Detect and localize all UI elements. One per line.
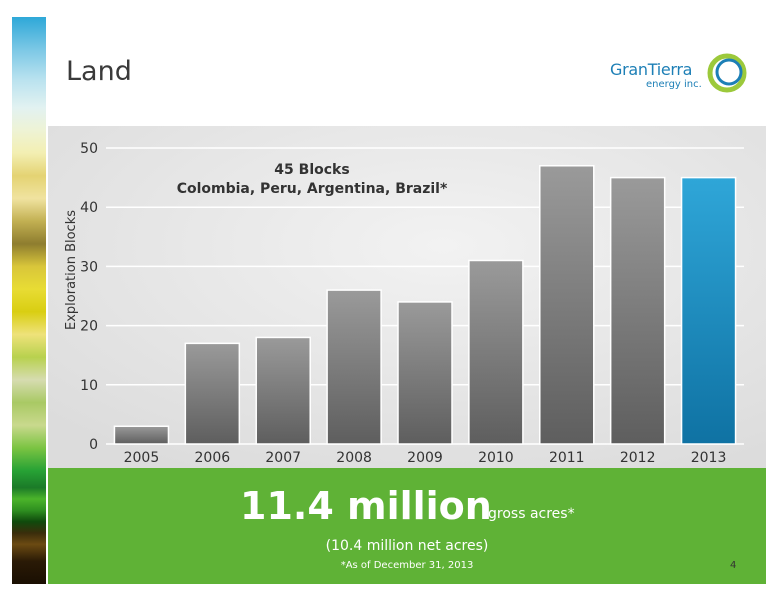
acreage-banner: 11.4 million gross acres* (10.4 million … — [48, 468, 766, 584]
x-tick-label: 2011 — [549, 450, 585, 466]
y-axis-label: Exploration Blocks — [64, 210, 79, 330]
logo-subtitle: energy inc. — [646, 79, 702, 90]
x-tick-label: 2012 — [620, 450, 656, 466]
bar-2008 — [326, 289, 382, 445]
x-tick-label: 2006 — [195, 450, 231, 466]
gross-acres-value: 11.4 million — [240, 484, 492, 528]
x-tick-label: 2007 — [265, 450, 301, 466]
company-logo: GranTierra energy inc. — [608, 48, 750, 98]
x-tick-label: 2008 — [336, 450, 372, 466]
y-tick-label: 40 — [80, 200, 98, 216]
net-acres-text: (10.4 million net acres) — [325, 538, 489, 554]
x-tick-label: 2010 — [478, 450, 514, 466]
bar-chart: 0 10 20 30 40 50 2005 2006 2007 2008 2009 2010 2011 2… — [48, 126, 766, 468]
y-tick-label: 0 — [89, 437, 98, 453]
y-tick-label: 50 — [80, 141, 98, 157]
y-tick-label: 30 — [80, 259, 98, 275]
slide-title: Land — [66, 56, 132, 87]
x-tick-label: 2013 — [691, 450, 727, 466]
gross-acres-unit: gross acres* — [488, 506, 575, 522]
x-tick-label: 2005 — [124, 450, 160, 466]
y-tick-label: 20 — [80, 319, 98, 335]
bar-2007 — [255, 336, 311, 445]
bar-2009 — [397, 301, 453, 445]
bar-2006 — [184, 342, 241, 445]
logo-name: GranTierra — [610, 60, 693, 79]
logo-ring-icon — [707, 53, 747, 93]
bar-2012 — [609, 176, 666, 445]
y-tick-label: 10 — [80, 378, 98, 394]
chart-annotation-count: 45 Blocks — [274, 162, 349, 178]
x-tick-label: 2009 — [407, 450, 443, 466]
bar-2013 — [680, 176, 737, 445]
bar-2010 — [468, 259, 524, 445]
chart-annotation-countries: Colombia, Peru, Argentina, Brazil* — [177, 181, 448, 197]
page-number: 4 — [730, 560, 737, 571]
as-of-footnote: *As of December 31, 2013 — [340, 560, 474, 571]
decorative-color-stripe — [12, 17, 46, 584]
bar-2005 — [113, 425, 170, 445]
chart-panel: 0 10 20 30 40 50 2005 2006 2007 2008 2009 2010 2011 2… — [48, 126, 766, 468]
bar-2011 — [539, 165, 595, 445]
